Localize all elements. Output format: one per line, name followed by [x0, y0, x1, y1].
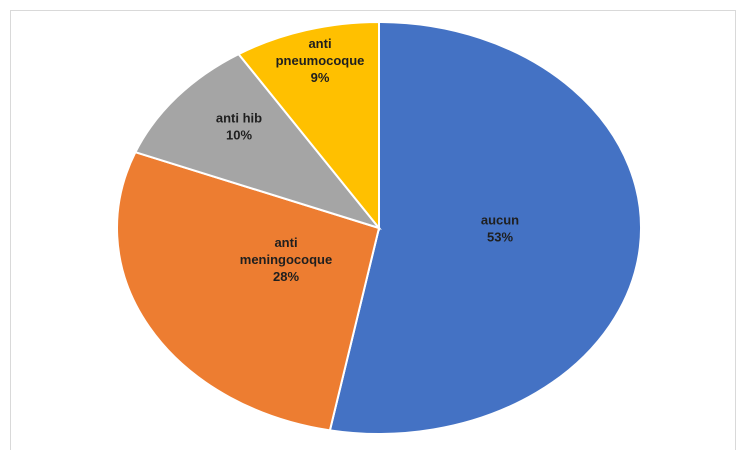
slice-label-anti-pneumocoque: anti pneumocoque 9% [276, 36, 365, 85]
pie-slice-aucun [328, 20, 642, 435]
pie-slices [116, 20, 642, 435]
slice-label-anti-hib: anti hib 10% [216, 111, 262, 143]
slice-label-aucun: aucun 53% [481, 213, 519, 245]
pie-slice-anti-hib [133, 52, 382, 230]
pie-labels: aucun 53% anti meningocoque 28% anti hib 10% an… [216, 36, 519, 284]
pie-slice-anti-pneumocoque [237, 20, 380, 231]
slice-label-anti-meningocoque: anti meningocoque 28% [240, 235, 332, 284]
pie-slice-anti-meningocoque [116, 150, 381, 432]
